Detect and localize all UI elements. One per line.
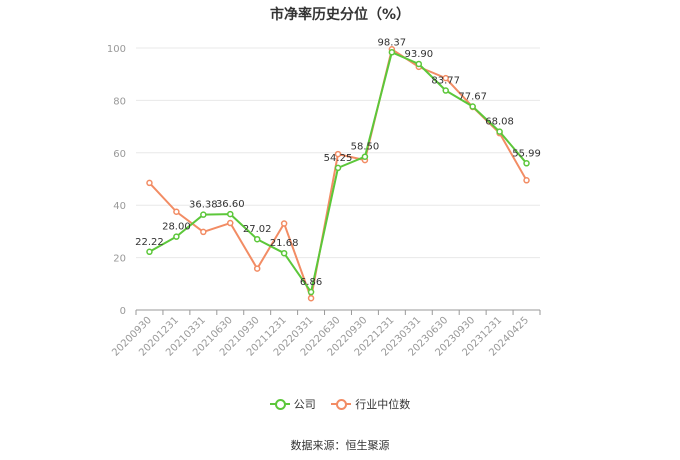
data-label: 36.60 [216, 199, 245, 210]
data-point-industry-median [334, 150, 342, 158]
data-point-industry-median [307, 294, 315, 302]
y-tick-label: 20 [113, 254, 126, 265]
y-tick-label: 0 [120, 306, 126, 317]
chart-title: 市净率历史分位（%） [269, 7, 411, 23]
data-point-industry-median [173, 208, 180, 215]
data-label: 68.08 [485, 117, 514, 128]
series-line-industry-median [148, 48, 528, 300]
data-point-industry-median [523, 177, 530, 184]
data-point-company [469, 103, 476, 110]
data-label: 58.50 [351, 142, 380, 153]
data-point-industry-median [442, 74, 449, 82]
data-label: 22.22 [135, 237, 164, 248]
legend-item-industry-median[interactable]: 行业中位数 [331, 396, 410, 412]
data-point-company [361, 153, 369, 160]
data-label: 77.67 [458, 92, 487, 103]
legend-swatch-company-icon [269, 398, 290, 410]
data-labels: 22.2228.0036.3836.6027.0221.686.8654.255… [135, 37, 541, 288]
data-label: 21.68 [270, 238, 299, 249]
data-point-company [280, 249, 288, 257]
data-point-industry-median [280, 220, 288, 227]
data-label: 55.99 [512, 148, 541, 159]
data-point-company [442, 87, 449, 94]
y-tick-label: 40 [113, 201, 126, 212]
data-point-company [146, 248, 153, 256]
data-label: 83.77 [431, 76, 460, 87]
data-label: 6.86 [300, 277, 322, 288]
legend: 公司 行业中位数 [0, 396, 680, 413]
data-point-industry-median [227, 219, 234, 227]
data-label: 27.02 [243, 224, 272, 235]
data-label: 36.38 [189, 200, 218, 211]
legend-item-company[interactable]: 公司 [269, 396, 316, 412]
data-point-company [307, 288, 315, 296]
data-point-company [415, 60, 423, 68]
data-point-industry-median [253, 265, 261, 272]
data-label: 54.25 [324, 153, 353, 164]
legend-label-company: 公司 [293, 398, 316, 411]
y-tick-label: 80 [113, 96, 126, 107]
data-label: 98.37 [378, 37, 407, 48]
legend-swatch-industry-icon [331, 398, 352, 410]
series [146, 46, 530, 302]
data-point-company [200, 211, 207, 218]
data-point-company [253, 235, 261, 243]
data-point-company [227, 210, 234, 218]
data-point-company [334, 164, 342, 172]
series-line-company [148, 51, 528, 294]
data-point-industry-median [146, 179, 153, 187]
data-point-industry-median [200, 228, 207, 236]
y-tick-label: 60 [113, 149, 126, 160]
data-source: 数据来源：恒生聚源 [290, 439, 390, 452]
data-label: 28.00 [162, 222, 191, 233]
data-point-company [523, 160, 530, 167]
data-point-company [496, 128, 503, 135]
legend-label-industry-median: 行业中位数 [355, 398, 411, 411]
data-label: 93.90 [404, 49, 433, 60]
data-point-company [388, 49, 396, 56]
y-tick-label: 100 [107, 44, 126, 55]
data-point-company [173, 233, 180, 240]
